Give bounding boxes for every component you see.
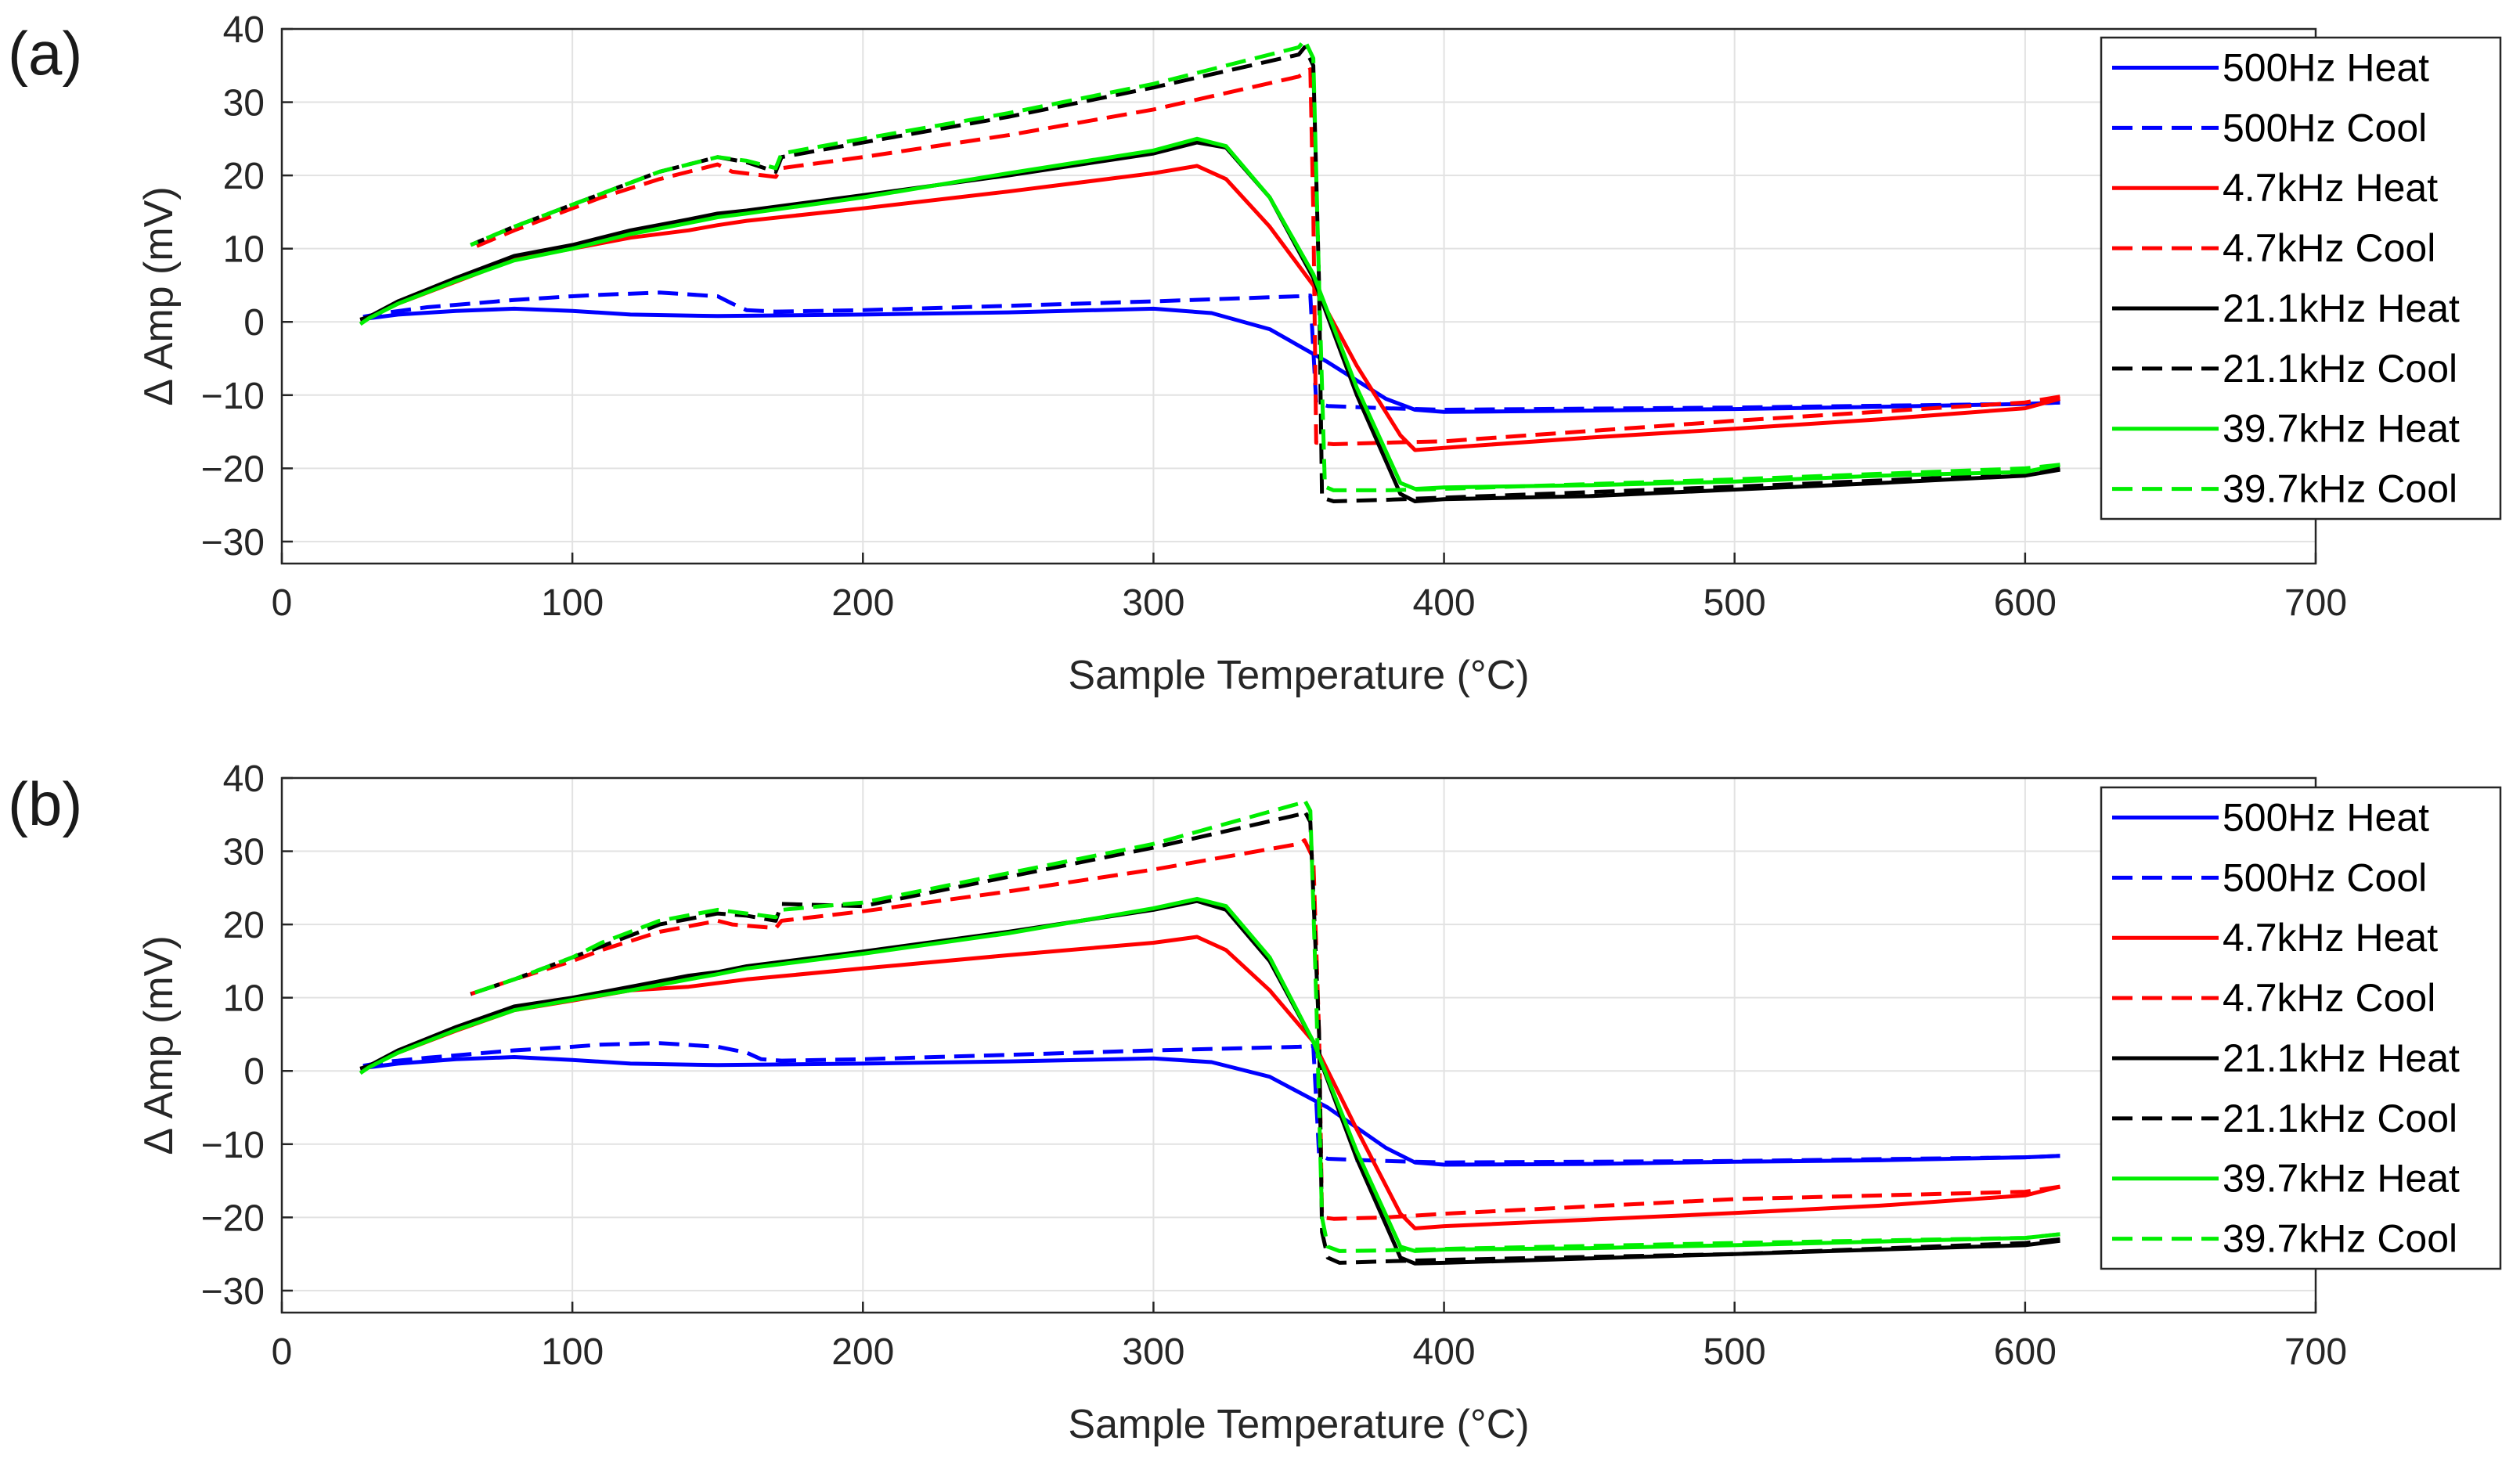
legend: 500Hz Heat 500Hz Cool 4.7kHz Heat 4.7kHz Co… bbox=[2100, 36, 2502, 520]
x-tick-label: 600 bbox=[1994, 582, 2057, 624]
x-tick-label: 500 bbox=[1703, 582, 1766, 624]
x-tick-label: 300 bbox=[1122, 1331, 1184, 1373]
x-tick-label: 300 bbox=[1122, 582, 1184, 624]
series-line-500hz-cool bbox=[362, 1041, 2060, 1165]
legend-box bbox=[2100, 786, 2502, 1270]
y-tick-label: −20 bbox=[201, 448, 265, 490]
legend-label-4-7khz-heat: 4.7kHz Heat bbox=[2223, 166, 2438, 210]
legend-label-39-7khz-heat: 39.7kHz Heat bbox=[2223, 1157, 2460, 1201]
legend-label-4-7khz-heat: 4.7kHz Heat bbox=[2223, 916, 2438, 960]
legend-label-500hz-cool: 500Hz Cool bbox=[2223, 106, 2427, 149]
series-line-500hz-cool bbox=[362, 290, 2060, 412]
y-tick-label: −10 bbox=[201, 376, 265, 417]
y-tick-label: 40 bbox=[223, 758, 265, 800]
legend-box bbox=[2100, 36, 2502, 520]
panel-b: (b) 0 100 200 300 400 500 600 700 −30 −20 −10 0 10 20… bbox=[8, 758, 2502, 1447]
y-tick-label: 20 bbox=[223, 156, 265, 197]
series-line-39-7khz-cool bbox=[470, 38, 2060, 492]
panel-label-a: (a) bbox=[8, 19, 82, 88]
x-tick-label: 200 bbox=[831, 582, 894, 624]
series-line-4-7khz-cool bbox=[470, 67, 2060, 446]
y-axis-title: Δ Amp (mV) bbox=[136, 935, 182, 1154]
x-tick-label: 200 bbox=[831, 1331, 894, 1373]
legend-label-4-7khz-cool: 4.7kHz Cool bbox=[2223, 976, 2435, 1020]
y-tick-label: −10 bbox=[201, 1125, 265, 1166]
series-line-4-7khz-cool bbox=[470, 838, 2060, 1221]
plot-b: 0 100 200 300 400 500 600 700 −30 −20 −10 0 10 20 30 40… bbox=[136, 758, 2502, 1447]
y-tick-label: 20 bbox=[223, 905, 265, 946]
plot-a: 0 100 200 300 400 500 600 700 −30 −20 −10 0 10 20 30 40… bbox=[136, 9, 2502, 698]
y-tick-label: 0 bbox=[243, 302, 265, 344]
legend-label-21-1khz-cool: 21.1kHz Cool bbox=[2223, 347, 2457, 391]
panel-label-b: (b) bbox=[8, 769, 82, 838]
x-tick-label: 700 bbox=[2284, 582, 2347, 624]
legend-label-39-7khz-heat: 39.7kHz Heat bbox=[2223, 407, 2460, 451]
legend-label-21-1khz-heat: 21.1kHz Heat bbox=[2223, 1036, 2460, 1080]
x-tick-label: 0 bbox=[272, 1331, 293, 1373]
y-tick-label: −20 bbox=[201, 1198, 265, 1239]
y-tick-label: 30 bbox=[223, 83, 265, 124]
series-line-39-7khz-heat bbox=[359, 896, 2060, 1253]
x-tick-label: 0 bbox=[272, 582, 293, 624]
legend-label-500hz-cool: 500Hz Cool bbox=[2223, 855, 2427, 899]
series-line-21-1khz-cool bbox=[470, 809, 2060, 1265]
x-tick-label: 400 bbox=[1413, 582, 1476, 624]
legend-label-21-1khz-cool: 21.1kHz Cool bbox=[2223, 1097, 2457, 1140]
y-axis-title: Δ Amp (mV) bbox=[136, 186, 182, 405]
series-line-39-7khz-cool bbox=[470, 798, 2060, 1253]
series-line-21-1khz-heat bbox=[359, 140, 2060, 503]
y-tick-label: 40 bbox=[223, 9, 265, 51]
panel-a: (a) 0 100 200 300 400 500 600 700 −30 −20 −10 0 10 20… bbox=[8, 9, 2502, 698]
y-tick-label: −30 bbox=[201, 522, 265, 564]
legend-label-39-7khz-cool: 39.7kHz Cool bbox=[2223, 467, 2457, 511]
legend-label-39-7khz-cool: 39.7kHz Cool bbox=[2223, 1217, 2457, 1261]
y-tick-label: 10 bbox=[223, 229, 265, 271]
legend-label-21-1khz-heat: 21.1kHz Heat bbox=[2223, 286, 2460, 330]
x-axis-title: Sample Temperature (°C) bbox=[1068, 653, 1529, 698]
y-tick-label: 10 bbox=[223, 978, 265, 1020]
legend-label-500hz-heat: 500Hz Heat bbox=[2223, 795, 2429, 839]
legend: 500Hz Heat 500Hz Cool 4.7kHz Heat 4.7kHz Co… bbox=[2100, 786, 2502, 1270]
x-tick-label: 700 bbox=[2284, 1331, 2347, 1373]
y-tick-label: 30 bbox=[223, 832, 265, 873]
x-tick-label: 400 bbox=[1413, 1331, 1476, 1373]
legend-label-500hz-heat: 500Hz Heat bbox=[2223, 45, 2429, 89]
x-axis-title: Sample Temperature (°C) bbox=[1068, 1402, 1529, 1447]
y-tick-label: −30 bbox=[201, 1271, 265, 1313]
x-tick-label: 100 bbox=[541, 1331, 604, 1373]
legend-label-4-7khz-cool: 4.7kHz Cool bbox=[2223, 226, 2435, 270]
x-tick-label: 100 bbox=[541, 582, 604, 624]
x-tick-label: 500 bbox=[1703, 1331, 1766, 1373]
x-tick-label: 600 bbox=[1994, 1331, 2057, 1373]
y-tick-label: 0 bbox=[243, 1051, 265, 1093]
